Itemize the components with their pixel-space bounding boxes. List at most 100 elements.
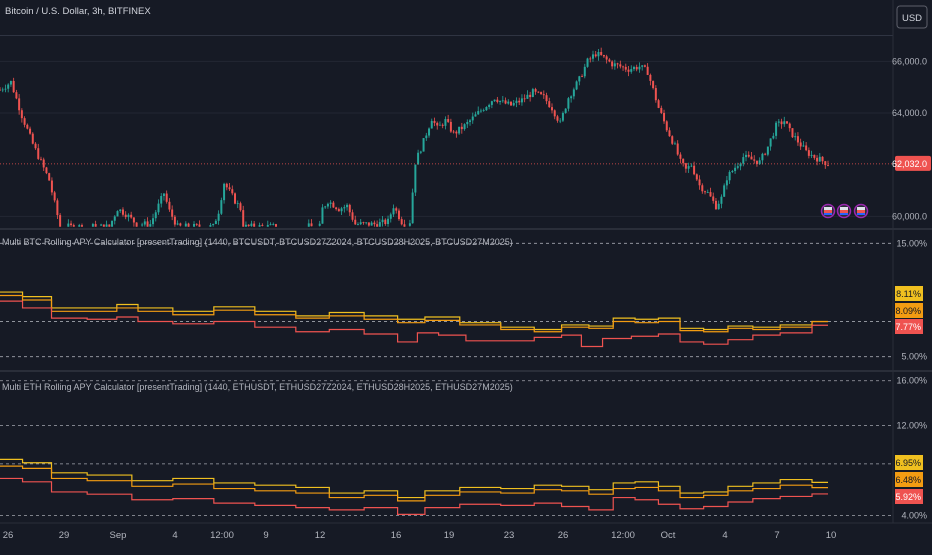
- eth-indicator-title[interactable]: Multi ETH Rolling APY Calculator [presen…: [2, 382, 513, 392]
- candle: [531, 87, 534, 98]
- btc-indicator-title[interactable]: Multi BTC Rolling APY Calculator [presen…: [2, 237, 513, 247]
- eth-apy-pane[interactable]: [0, 380, 893, 516]
- candle: [485, 106, 488, 111]
- time-tick-label: 29: [59, 530, 70, 541]
- candle: [720, 194, 723, 209]
- candle-body: [50, 180, 53, 193]
- candle: [231, 185, 234, 196]
- candle: [78, 223, 81, 227]
- candle-body: [799, 142, 802, 147]
- candle: [9, 80, 12, 87]
- candle: [679, 152, 682, 164]
- series-line: [0, 294, 828, 333]
- candle: [701, 183, 704, 194]
- candle-body: [720, 196, 723, 204]
- candle: [146, 217, 149, 227]
- candle-body: [94, 224, 97, 227]
- candle-body: [529, 94, 532, 98]
- candle-body: [258, 225, 261, 227]
- candle: [430, 118, 433, 129]
- flag-stripe: [857, 207, 865, 210]
- candle-body: [723, 185, 726, 197]
- candle-body: [684, 163, 687, 169]
- candle: [381, 215, 384, 227]
- candle-body: [816, 157, 819, 162]
- time-axis[interactable]: 26 29 Sep 4 12:00 9 12 16 19 23 26 12:00 Oct 4 7 10: [3, 530, 837, 541]
- candle-body: [365, 222, 368, 224]
- candle: [37, 143, 40, 161]
- candle: [482, 108, 485, 112]
- candle: [523, 94, 526, 103]
- candle-body: [654, 88, 657, 101]
- candle: [649, 73, 652, 86]
- candle: [663, 109, 666, 124]
- candle-body: [168, 201, 171, 210]
- candle: [821, 156, 824, 164]
- currency-button[interactable]: USD: [896, 5, 928, 29]
- price-axis[interactable]: 66,000.0 64,000.0 60,000.0 62,032.0 15.00% 5.…: [892, 56, 931, 521]
- candle-body: [324, 206, 327, 208]
- currency-button-label[interactable]: USD: [902, 13, 922, 24]
- candle-body: [791, 128, 794, 138]
- candle: [7, 83, 10, 93]
- chart-title: Bitcoin / U.S. Dollar, 3h, BITFINEX: [5, 6, 151, 17]
- candle-body: [695, 174, 698, 180]
- candle-body: [813, 154, 816, 158]
- candle-body: [687, 166, 690, 169]
- candle: [337, 207, 340, 212]
- candle-body: [225, 183, 228, 188]
- candle: [376, 220, 379, 227]
- flag-stripe: [840, 213, 848, 215]
- candle-body: [310, 223, 313, 227]
- candle-body: [665, 121, 668, 131]
- candle-body: [441, 124, 444, 126]
- candle-body: [616, 63, 619, 65]
- candle: [709, 187, 712, 197]
- time-tick-label: 4: [722, 530, 727, 541]
- candle-body: [198, 224, 201, 227]
- price-pane[interactable]: [0, 47, 893, 227]
- candle: [474, 111, 477, 117]
- candle-body: [346, 204, 349, 208]
- event-flag-icon: [836, 203, 852, 219]
- candle: [693, 161, 696, 176]
- price-tick-label: 60,000.0: [892, 211, 927, 221]
- btc-apy-pane[interactable]: [0, 242, 893, 358]
- candle: [395, 206, 398, 214]
- candle-body: [567, 98, 570, 109]
- candle-body: [23, 118, 26, 125]
- candle: [367, 222, 370, 227]
- candle: [417, 149, 420, 165]
- candle-body: [307, 223, 310, 227]
- candle: [389, 212, 392, 223]
- candle: [70, 220, 73, 227]
- candle-body: [591, 54, 594, 59]
- candle: [348, 203, 351, 216]
- candle: [745, 150, 748, 162]
- candle-body: [411, 192, 414, 224]
- candle-body: [34, 143, 37, 149]
- time-tick-label: 26: [558, 530, 569, 541]
- candle-body: [652, 80, 655, 89]
- candle-body: [37, 148, 40, 159]
- candle: [4, 84, 7, 93]
- candle: [447, 114, 450, 123]
- candle: [583, 63, 586, 79]
- candle-body: [332, 202, 335, 208]
- candle: [665, 120, 668, 133]
- candle-body: [326, 203, 329, 207]
- candle-body: [589, 58, 592, 60]
- candle-body: [561, 112, 564, 121]
- grid-layer: [0, 35, 893, 217]
- candle: [266, 220, 269, 227]
- flag-stripe: [840, 210, 848, 213]
- candle: [433, 117, 436, 127]
- candle: [455, 130, 458, 138]
- indicator-tick-label: 16.00%: [896, 376, 927, 386]
- candle: [236, 200, 239, 209]
- candle-body: [455, 131, 458, 134]
- candle: [195, 223, 198, 227]
- candle: [802, 141, 805, 147]
- flag-stripe: [857, 213, 865, 215]
- candle: [570, 95, 573, 103]
